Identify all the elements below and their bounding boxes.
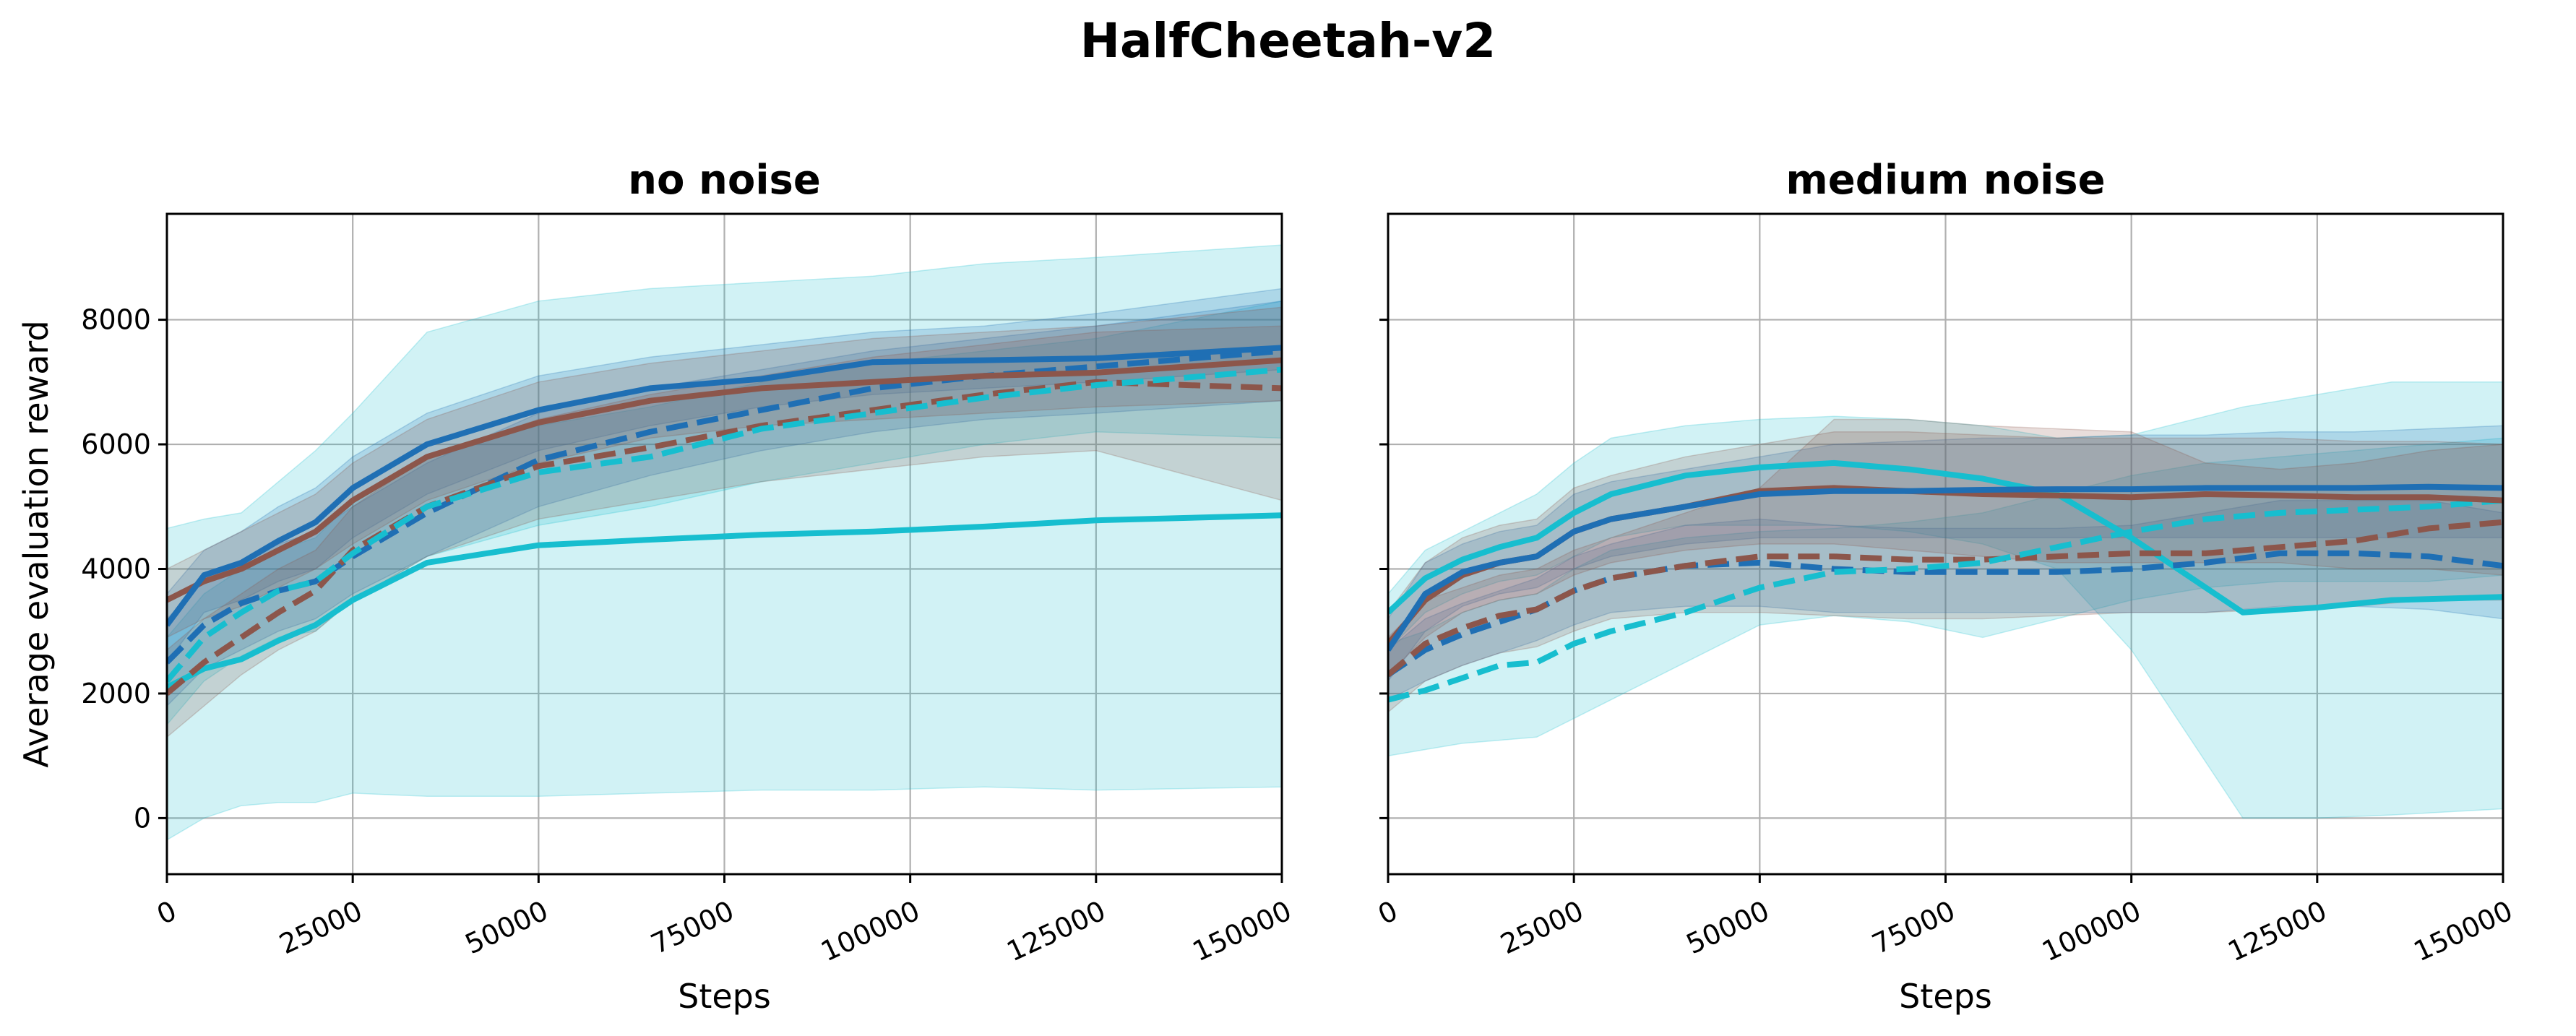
plot-area	[1388, 381, 2503, 819]
x-tick-label: 75000	[646, 894, 738, 960]
figure-title: HalfCheetah-v2	[1080, 13, 1496, 69]
series-line-cyan-dashed	[167, 366, 1282, 683]
series-line-blue-dashed	[1388, 550, 2503, 678]
x-tick-label: 25000	[1496, 894, 1588, 960]
band-blue-solid	[167, 288, 1282, 664]
band-brown-dashed	[167, 325, 1282, 738]
x-tick-label: 50000	[460, 894, 553, 960]
x-tick-label: 25000	[275, 894, 367, 960]
band-blue-dashed	[167, 300, 1282, 707]
band-cyan-solid	[1388, 381, 2503, 819]
series-line-blue-dashed	[167, 348, 1282, 665]
x-tick-label: 150000	[1188, 894, 1296, 967]
x-tick-label: 50000	[1681, 894, 1774, 960]
x-tick-label: 150000	[2409, 894, 2517, 967]
x-axis-label: Steps	[1899, 977, 1992, 1016]
x-tick-label: 100000	[816, 894, 924, 967]
x-tick-label: 125000	[2223, 894, 2332, 967]
series-line-brown-solid	[167, 357, 1282, 603]
y-tick-label: 6000	[81, 428, 151, 460]
panel-no-noise: 0 2000 4000 6000 8000 0 25000 50000 75000 100000 1…	[17, 157, 1296, 1016]
x-tick-label: 75000	[1867, 894, 1960, 960]
x-tick-label: 0	[152, 894, 181, 931]
x-tick-label: 100000	[2037, 894, 2145, 967]
panel-medium-noise: 0 25000 50000 75000 100000 125000 150000 medium…	[1373, 157, 2517, 1016]
y-tick-label: 4000	[81, 553, 151, 584]
series-line-cyan-solid	[1388, 459, 2503, 616]
x-tick-label: 125000	[1002, 894, 1111, 967]
series-line-cyan-dashed	[1388, 497, 2503, 703]
series-line-cyan-solid	[167, 512, 1282, 690]
y-tick-label: 2000	[81, 678, 151, 709]
x-axis-label: Steps	[678, 977, 771, 1016]
subplot-title: no noise	[628, 157, 821, 204]
series-line-brown-dashed	[167, 379, 1282, 696]
band-cyan-dashed	[1388, 437, 2503, 756]
series-line-blue-solid	[1388, 483, 2503, 652]
subplot-title: medium noise	[1785, 157, 2105, 204]
y-tick-label: 0	[134, 802, 151, 834]
band-blue-dashed	[1388, 499, 2503, 701]
series-line-brown-dashed	[1388, 519, 2503, 678]
x-tick-label: 0	[1373, 894, 1403, 931]
y-axis-label: Average evaluation reward	[17, 320, 56, 767]
plot-area	[167, 244, 1282, 841]
y-tick-label: 8000	[81, 304, 151, 336]
series-line-blue-solid	[167, 345, 1282, 627]
